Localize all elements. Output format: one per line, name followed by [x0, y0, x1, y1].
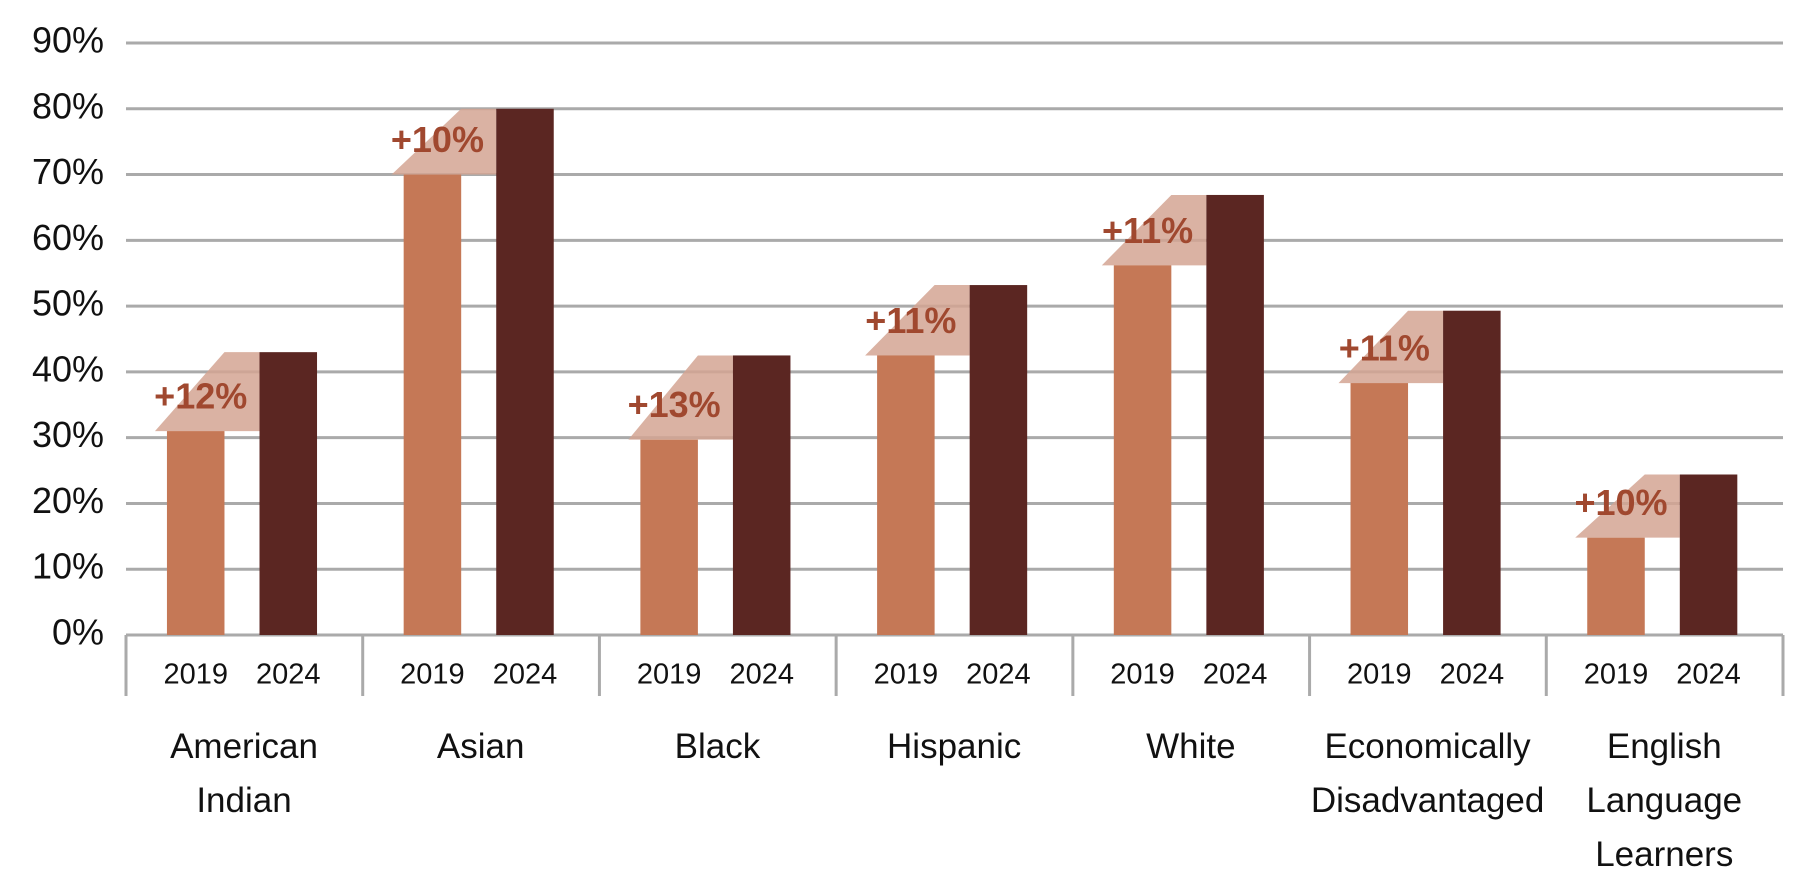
- y-tick-label: 60%: [32, 217, 104, 258]
- x-tick-label: 2019: [637, 659, 702, 691]
- bar: [732, 355, 791, 635]
- x-tick-label: 2024: [256, 659, 321, 691]
- bar: [969, 285, 1028, 635]
- y-tick-label: 70%: [32, 151, 104, 192]
- bar: [1443, 310, 1501, 635]
- y-tick-label: 30%: [32, 414, 104, 455]
- bar: [496, 108, 554, 636]
- y-tick-label: 50%: [32, 283, 104, 324]
- bar: [1113, 265, 1172, 635]
- bar: [1206, 194, 1264, 636]
- bar: [1350, 383, 1409, 635]
- bar: [1679, 474, 1738, 635]
- change-connector: [628, 355, 733, 440]
- change-connector: [865, 285, 970, 356]
- category-label: Asian: [436, 727, 525, 766]
- category-label: Economically Disadvantaged: [1310, 727, 1545, 820]
- category-label: Black: [674, 727, 761, 766]
- x-tick-label: 2019: [1347, 659, 1412, 691]
- change-connector: [391, 108, 497, 175]
- bar: [259, 352, 318, 635]
- y-tick-label: 20%: [32, 480, 104, 521]
- x-tick-label: 2024: [1203, 659, 1268, 691]
- x-tick-label: 2024: [966, 659, 1031, 691]
- bar: [640, 439, 698, 635]
- category-label: American Indian: [170, 727, 318, 820]
- change-label: +12%: [154, 376, 247, 417]
- change-label: +13%: [628, 384, 721, 425]
- bar: [166, 431, 225, 635]
- y-tick-label: 10%: [32, 546, 104, 587]
- change-label: +11%: [1339, 328, 1430, 369]
- x-tick-label: 2019: [400, 659, 465, 691]
- category-label: White: [1146, 727, 1236, 766]
- change-label: +10%: [391, 119, 484, 160]
- x-tick-label: 2019: [874, 659, 939, 691]
- x-tick-label: 2024: [729, 659, 794, 691]
- x-tick-label: 2019: [163, 659, 228, 691]
- x-tick-label: 2019: [1584, 659, 1649, 691]
- category-label: Hispanic: [887, 727, 1022, 766]
- x-tick-label: 2024: [1676, 659, 1741, 691]
- change-label: +10%: [1574, 482, 1667, 523]
- y-tick-label: 90%: [32, 20, 104, 61]
- change-connector: [1101, 194, 1207, 266]
- category-label: English Language Learners: [1586, 727, 1743, 872]
- bar: [1587, 537, 1645, 635]
- x-tick-label: 2019: [1110, 659, 1175, 691]
- y-tick-label: 40%: [32, 348, 104, 389]
- x-tick-label: 2024: [493, 659, 558, 691]
- y-tick-label: 80%: [32, 85, 104, 126]
- change-label: +11%: [1102, 210, 1193, 251]
- change-connector: [1338, 310, 1444, 384]
- change-connector: [154, 352, 260, 432]
- x-tick-label: 2024: [1440, 659, 1505, 691]
- bar: [877, 355, 935, 635]
- y-tick-label: 0%: [52, 612, 104, 653]
- bar: [403, 174, 462, 636]
- change-label: +11%: [865, 300, 956, 341]
- change-connector: [1575, 474, 1680, 538]
